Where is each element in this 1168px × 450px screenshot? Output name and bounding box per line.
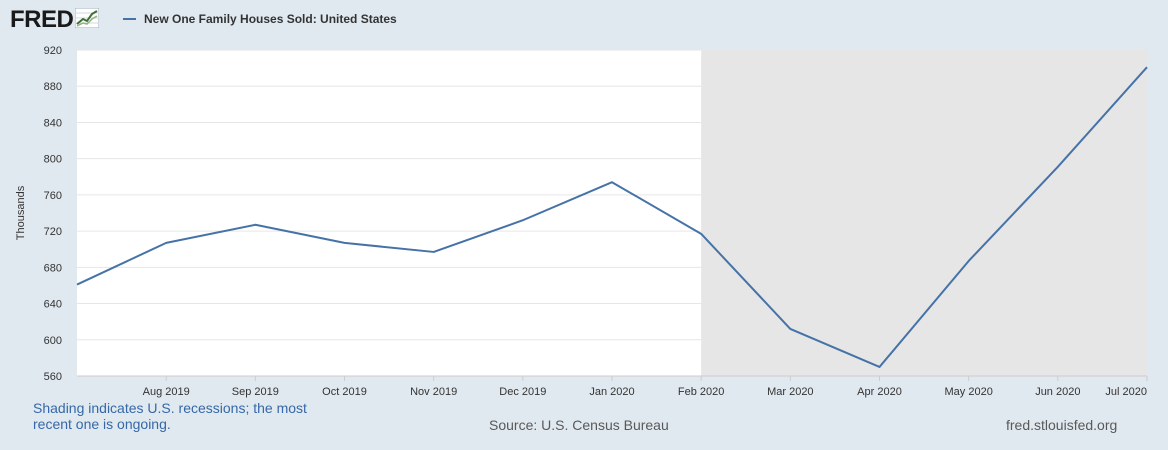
y-tick-label: 720	[44, 226, 62, 238]
y-tick-label: 560	[44, 371, 62, 383]
y-tick-label: 920	[44, 45, 62, 57]
series-points	[76, 67, 1148, 367]
fred-logo-text: FRED	[10, 6, 74, 33]
recession-note: Shading indicates U.S. recessions; the m…	[33, 400, 307, 432]
y-tick-label: 640	[44, 299, 62, 311]
x-axis-ticks	[165, 376, 1148, 381]
x-tick-label: Oct 2019	[322, 386, 367, 398]
x-tick-label: Jun 2020	[1035, 386, 1080, 398]
y-tick-label: 760	[44, 190, 62, 202]
x-tick-label: Sep 2019	[232, 386, 279, 398]
x-tick-label: May 2020	[945, 386, 993, 398]
fred-url-link[interactable]: fred.stlouisfed.org	[1006, 417, 1118, 433]
x-axis-tick-labels: Aug 2019 Sep 2019 Oct 2019 Nov 2019 Dec 2019…	[143, 386, 1147, 398]
recession-shading	[701, 50, 1147, 376]
y-tick-label: 840	[44, 117, 62, 129]
legend-series-swatch	[123, 18, 136, 20]
x-tick-label: Mar 2020	[767, 386, 813, 398]
y-tick-label: 800	[44, 154, 62, 166]
x-tick-label: Apr 2020	[857, 386, 902, 398]
y-tick-label: 880	[44, 81, 62, 93]
x-tick-label: Feb 2020	[678, 386, 724, 398]
x-tick-label: Jan 2020	[589, 386, 634, 398]
x-tick-label: Nov 2019	[410, 386, 457, 398]
chart-header: FRED New One Family Houses Sold: United …	[0, 0, 1168, 40]
legend-series-label: New One Family Houses Sold: United State…	[144, 12, 397, 26]
x-tick-label: Dec 2019	[499, 386, 546, 398]
line-chart: 560 600 640 680 720 760 800 840 880 920 Aug 2019 S…	[15, 45, 1148, 398]
source-text: Source: U.S. Census Bureau	[489, 417, 669, 433]
y-tick-label: 680	[44, 262, 62, 274]
x-tick-label: Jul 2020	[1105, 386, 1147, 398]
chart-legend[interactable]: New One Family Houses Sold: United State…	[123, 11, 397, 27]
y-tick-label: 600	[44, 335, 62, 347]
y-axis-tick-labels: 560 600 640 680 720 760 800 840 880 920	[44, 45, 62, 383]
x-tick-label: Aug 2019	[143, 386, 190, 398]
y-axis-title: Thousands	[15, 185, 27, 240]
